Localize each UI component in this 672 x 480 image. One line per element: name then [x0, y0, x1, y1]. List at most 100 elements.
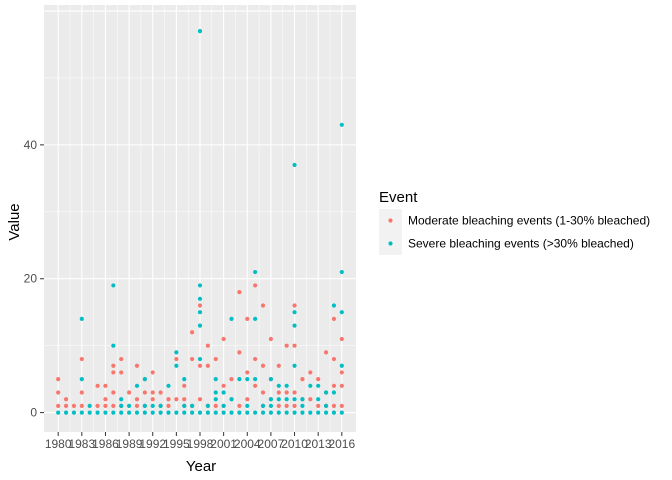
data-point	[197, 29, 203, 34]
data-point	[213, 397, 218, 402]
data-point	[79, 356, 84, 362]
data-point	[197, 310, 203, 315]
major-gridlines	[44, 5, 356, 432]
x-axis-title: Year	[186, 458, 216, 475]
data-point	[292, 403, 297, 408]
data-point	[63, 397, 69, 402]
data-point	[95, 403, 100, 408]
data-point	[71, 410, 77, 415]
data-point	[323, 410, 329, 415]
data-point	[119, 370, 124, 375]
data-point	[268, 410, 274, 415]
data-point	[103, 397, 108, 402]
data-point	[323, 390, 329, 395]
data-point	[103, 403, 108, 408]
data-point	[331, 403, 337, 408]
data-point	[150, 390, 155, 395]
data-point	[221, 383, 226, 388]
data-point	[300, 410, 305, 415]
data-point	[158, 403, 163, 408]
data-point	[245, 397, 250, 402]
data-point	[150, 403, 155, 408]
data-point	[119, 403, 124, 408]
data-point	[284, 343, 289, 348]
data-point	[260, 403, 266, 408]
data-point	[111, 410, 116, 415]
x-tick-label: 2013	[305, 437, 332, 451]
data-point	[221, 390, 226, 395]
data-point	[134, 363, 140, 368]
data-point	[56, 410, 61, 415]
data-point	[316, 403, 321, 408]
y-tick-label: 20	[24, 272, 38, 286]
data-point	[205, 410, 210, 415]
data-point	[300, 377, 305, 382]
x-tick-label: 1992	[139, 437, 166, 451]
legend-label: Severe bleaching events (>30% bleached)	[408, 237, 634, 251]
data-point	[221, 336, 226, 342]
data-point	[331, 316, 337, 321]
data-point	[134, 410, 140, 415]
y-tick-label: 0	[30, 406, 37, 420]
data-point	[213, 403, 218, 408]
data-point	[237, 350, 242, 355]
data-point	[253, 269, 258, 275]
data-point	[284, 383, 289, 388]
data-point	[190, 403, 195, 408]
data-point	[245, 370, 250, 375]
x-tick-label: 1995	[163, 437, 190, 451]
data-point	[182, 377, 187, 382]
data-point	[260, 363, 266, 368]
data-point	[253, 356, 258, 362]
data-point	[182, 403, 187, 408]
data-point	[166, 397, 171, 402]
data-point	[260, 303, 266, 308]
data-point	[213, 377, 218, 382]
data-point	[339, 310, 344, 315]
data-point	[119, 410, 124, 415]
data-point	[331, 303, 337, 308]
data-point	[205, 363, 210, 368]
data-point	[134, 403, 140, 408]
data-point	[166, 410, 171, 415]
data-point	[331, 390, 337, 395]
data-point	[292, 303, 297, 308]
data-point	[276, 403, 281, 408]
data-point	[150, 410, 155, 415]
data-point	[166, 403, 171, 408]
data-point	[182, 383, 187, 388]
legend-title: Event	[379, 189, 418, 206]
data-point	[87, 410, 92, 415]
data-point	[316, 410, 321, 415]
data-point	[260, 390, 266, 395]
data-point	[142, 390, 147, 395]
data-point	[103, 383, 108, 388]
data-point	[221, 410, 226, 415]
data-point	[111, 390, 116, 395]
data-point	[79, 410, 84, 415]
data-point	[276, 397, 281, 402]
data-point	[237, 377, 242, 382]
data-point	[221, 403, 226, 408]
data-point	[197, 323, 203, 328]
data-point	[292, 390, 297, 395]
legend-key-dot	[388, 218, 393, 223]
data-point	[158, 390, 163, 395]
data-point	[197, 356, 203, 362]
data-point	[245, 377, 250, 382]
data-point	[308, 397, 313, 402]
data-point	[71, 403, 77, 408]
x-tick-label: 1986	[92, 437, 119, 451]
data-point	[316, 397, 321, 402]
data-point	[174, 356, 179, 362]
data-point	[284, 410, 289, 415]
data-point	[331, 356, 337, 362]
data-point	[182, 410, 187, 415]
data-point	[292, 343, 297, 348]
data-point	[229, 410, 234, 415]
data-point	[150, 370, 155, 375]
data-point	[237, 410, 242, 415]
data-point	[331, 410, 337, 415]
data-point	[316, 383, 321, 388]
